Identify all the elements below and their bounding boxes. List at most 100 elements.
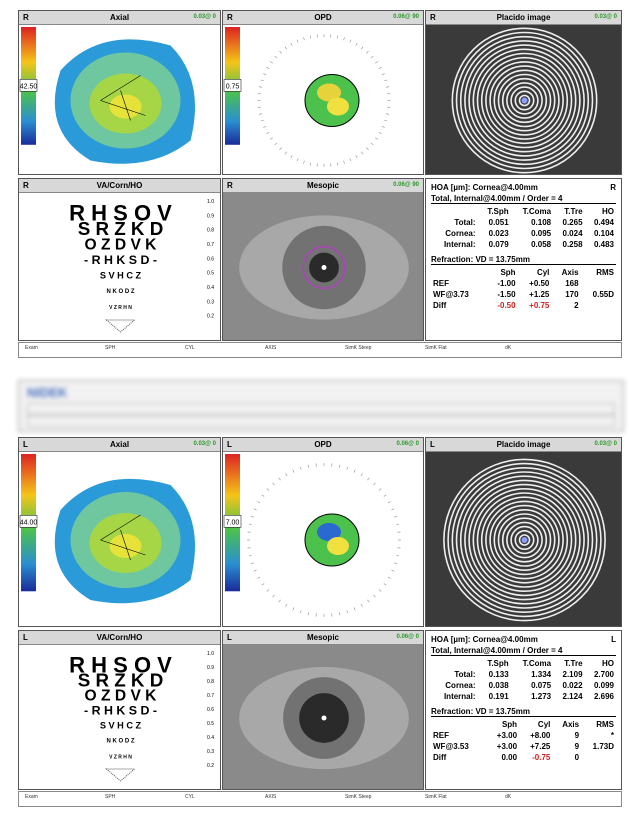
acuity-label: 1.0 [207, 651, 214, 657]
panel-badge: 0.03@ 0 [193, 11, 216, 24]
cell: +3.00 [486, 741, 519, 752]
panel-graphic: R H S O VS R Z K DO Z D V K- R H K S D -… [19, 193, 221, 341]
placido-center [522, 98, 528, 104]
cell: -1.00 [487, 278, 518, 289]
row-label: REF [431, 278, 487, 289]
dial-tick [291, 155, 293, 158]
dial-tick [382, 73, 385, 74]
panel-title: Axial [19, 438, 220, 451]
row-label: WF@3.53 [431, 741, 486, 752]
column-header: T.Sph [478, 658, 511, 669]
dial-tick [254, 570, 257, 571]
cell: +3.00 [486, 730, 519, 741]
cell: -0.75 [519, 752, 552, 763]
panel-body [426, 452, 621, 626]
footer-label: SimK Steep [345, 345, 371, 351]
cell: 0.023 [478, 228, 511, 239]
panel-body: 0.75 [223, 25, 423, 174]
axial-map-core [110, 534, 142, 558]
dial-tick [344, 161, 345, 164]
dial-tick [375, 138, 377, 140]
dial-tick [367, 600, 369, 602]
dial-tick [262, 583, 264, 585]
dial-tick [361, 152, 363, 154]
scale-value: 0.75 [226, 83, 240, 90]
panel-header: LOPD0.06@ 0 [223, 438, 423, 452]
panel-graphic: 42.50 [19, 25, 221, 175]
dial-tick [259, 87, 262, 88]
chart-row: V Z R H N [109, 754, 132, 760]
panel-badge: 0.06@ 90 [393, 11, 419, 24]
cell: 1.73D [581, 741, 616, 752]
cell: 0.051 [478, 217, 511, 228]
panel-title: Placido image [426, 11, 621, 24]
blurred-logo: NIDEK [27, 385, 67, 400]
panel-graphic: 7.00 [223, 452, 424, 627]
column-header: Axis [551, 267, 580, 278]
dial-tick [267, 489, 269, 491]
dial-tick [254, 509, 257, 510]
dial-tick [286, 604, 288, 607]
cell: 0.133 [478, 669, 511, 680]
dial-tick [379, 67, 382, 69]
row-label: Cornea: [431, 680, 478, 691]
dial-tick [386, 114, 389, 115]
column-header: Cyl [518, 267, 552, 278]
column-header: RMS [581, 267, 616, 278]
axial-map-core [110, 95, 142, 119]
row-label: REF [431, 730, 486, 741]
dial-tick [361, 473, 363, 476]
cell: 0.058 [511, 239, 553, 250]
cell: 0.00 [486, 752, 519, 763]
dial-tick [375, 61, 377, 63]
dial-tick [379, 489, 381, 491]
cell: 170 [551, 289, 580, 300]
panel-badge: 0.06@ 0 [396, 631, 419, 644]
cell: 1.334 [511, 669, 553, 680]
panel-title: OPD [223, 438, 423, 451]
dial-tick [367, 478, 369, 480]
dial-tick [270, 138, 272, 140]
cell: 0.191 [478, 691, 511, 702]
dial-tick [394, 516, 397, 517]
chart-row: O Z D V K [85, 236, 158, 253]
dial-tick [366, 148, 368, 150]
report-page: RAxial0.03@ 0 42.50 ROPD0.06@ 90 0.75 RP… [0, 0, 629, 822]
panel-body [223, 645, 423, 789]
panel-graphic [426, 25, 622, 175]
footer-label: Exam [25, 794, 38, 800]
panel: LMesopic0.06@ 0 [222, 630, 424, 790]
acuity-label: 0.3 [207, 299, 214, 305]
panel-body: 7.00 [223, 452, 423, 626]
reflex [322, 716, 327, 721]
refraction-table: SphCylAxisRMSREF-1.00+0.50168WF@3.73-1.5… [431, 267, 616, 311]
acuity-label: 0.7 [207, 242, 214, 248]
dial-tick [310, 163, 311, 166]
cell: +1.25 [518, 289, 552, 300]
dial-tick [286, 473, 288, 476]
panel-header: LVA/Corn/HO [19, 631, 220, 645]
dial-tick [251, 563, 254, 564]
panel-header: RPlacido image0.03@ 0 [426, 11, 621, 25]
dial-tick [257, 502, 260, 504]
cell: 0.075 [511, 680, 553, 691]
cell: 2 [551, 300, 580, 311]
row-label: Total: [431, 669, 478, 680]
column-header: T.Coma [511, 658, 553, 669]
opd-map-zone [327, 98, 349, 116]
panel: RPlacido image0.03@ 0 [425, 10, 622, 175]
dial-tick [339, 612, 340, 615]
acuity-label: 0.8 [207, 228, 214, 234]
column-header: Sph [486, 719, 519, 730]
chart-wedge [107, 769, 135, 781]
dial-tick [366, 51, 368, 53]
chart-row: S V H C Z [100, 270, 142, 280]
dial-tick [350, 40, 351, 43]
dial-tick [361, 604, 363, 607]
hoa-table: T.SphT.ComaT.TreHOTotal:0.0510.1080.2650… [431, 206, 616, 250]
scale-value: 7.00 [226, 519, 240, 526]
chart-row: - R H K S D - [84, 704, 157, 718]
acuity-label: 1.0 [207, 199, 214, 205]
